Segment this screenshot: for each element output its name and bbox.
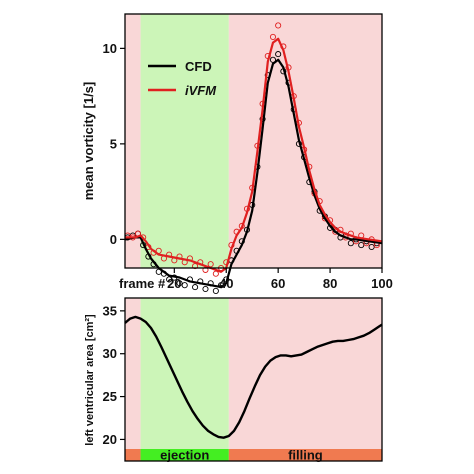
legend: CFD iVFM (148, 59, 217, 98)
top-x-ticks: 20 40 60 80 100 (167, 268, 393, 291)
y-tick-label: 25 (103, 389, 117, 404)
legend-ivfm-label: iVFM (185, 83, 217, 98)
point-ivfm (207, 261, 214, 268)
point-cfd (368, 243, 375, 251)
point-cfd (166, 276, 173, 283)
x-tick-label: 80 (323, 276, 337, 291)
vorticity-panel: 0 5 10 20 40 60 80 100 frame # mean vorticity … (81, 13, 393, 294)
top-series (124, 22, 383, 294)
frame-label: frame # (119, 276, 166, 291)
point-ivfm (192, 263, 199, 270)
x-tick-label: 60 (271, 276, 285, 291)
phase-bg-filling (228, 298, 382, 461)
point-ivfm (202, 266, 209, 273)
point-cfd (212, 287, 219, 294)
point-cfd (275, 51, 282, 58)
area-curve (124, 315, 383, 439)
top-y-axis-label: mean vorticity [1/s] (81, 82, 96, 201)
x-tick-label: 20 (167, 276, 181, 291)
y-tick-label: 10 (103, 41, 117, 56)
phase-bar-segment (125, 449, 141, 461)
y-tick-label: 0 (110, 232, 117, 247)
phase-bar-segment (228, 449, 382, 461)
phase-bg-pre (125, 14, 141, 268)
y-tick-label: 5 (110, 136, 117, 151)
point-cfd (181, 282, 188, 289)
top-phase-backgrounds (125, 14, 382, 268)
point-ivfm (275, 22, 282, 29)
phase-bar: ejection filling (125, 448, 382, 463)
bottom-series (124, 315, 383, 439)
series-line-cfd (124, 58, 383, 289)
point-ivfm (269, 33, 277, 40)
y-tick-label: 20 (103, 432, 117, 447)
point-cfd (358, 242, 365, 249)
point-cfd (176, 280, 183, 287)
point-cfd (347, 240, 354, 247)
bottom-y-ticks: 20 25 30 35 (103, 303, 125, 447)
top-y-ticks: 0 5 10 (103, 41, 125, 247)
phase-bar-segment (140, 449, 229, 461)
legend-cfd-label: CFD (185, 59, 212, 74)
top-plot-frame (124, 13, 383, 269)
phase-bar-label-filling: filling (288, 448, 323, 463)
area-panel: ejection filling 20 25 30 35 left ventricula… (84, 297, 383, 463)
y-tick-label: 35 (103, 303, 117, 318)
point-cfd (192, 284, 199, 291)
bottom-plot-frame (124, 297, 383, 462)
point-ivfm (212, 270, 219, 277)
x-tick-label: 100 (371, 276, 393, 291)
point-cfd (202, 285, 209, 293)
phase-bar-label-ejection: ejection (160, 448, 209, 463)
phase-bg-pre (125, 298, 141, 461)
x-tick-label: 40 (219, 276, 233, 291)
y-tick-label: 30 (103, 346, 117, 361)
phase-bg-filling (228, 14, 382, 268)
series-line-ivfm (125, 37, 383, 273)
bottom-phase-backgrounds (125, 298, 382, 461)
bottom-y-axis-label: left ventricular area [cm²] (84, 314, 96, 446)
phase-bg-ejection (140, 14, 229, 268)
